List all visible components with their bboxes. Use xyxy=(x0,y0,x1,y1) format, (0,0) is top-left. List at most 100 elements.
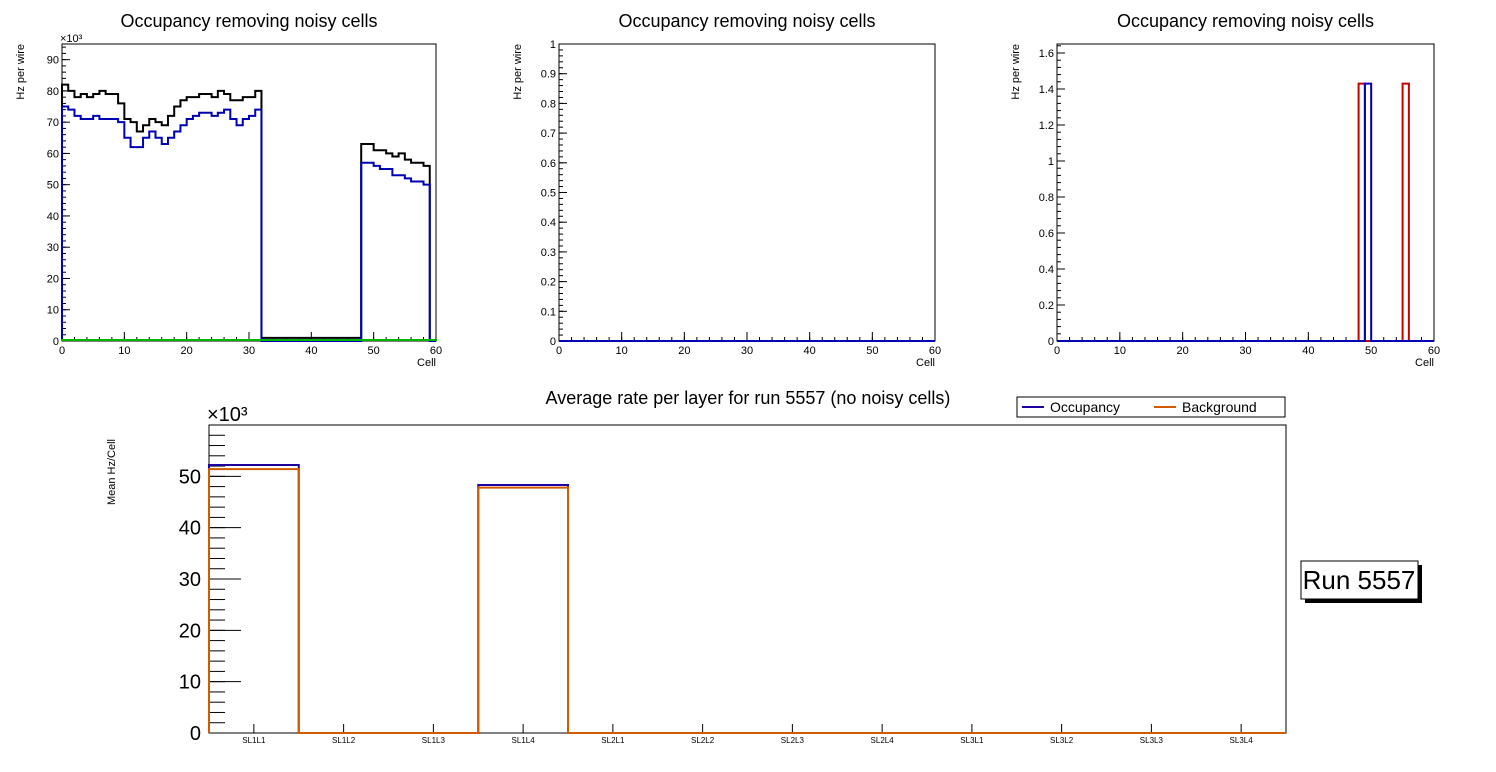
run-label-box: Run 5557 xyxy=(1300,560,1422,603)
x-axis-label: Cell xyxy=(1415,357,1434,369)
x-tick-label: 40 xyxy=(1302,345,1314,357)
series-noise-line xyxy=(61,339,437,342)
y-tick-label: 0.2 xyxy=(1039,300,1054,312)
x-tick-label: 20 xyxy=(181,345,193,357)
y-tick-label: 0 xyxy=(550,336,556,348)
x-category-label: SL1L1 xyxy=(242,736,266,745)
histogram-panel-3: Occupancy removing noisy cells 0 0.2 0.4 0.6… xyxy=(1010,11,1440,369)
x-tick-label: 60 xyxy=(430,345,442,357)
y-axis-label: Mean Hz/Cell xyxy=(106,439,118,505)
y-tick-label: 0.8 xyxy=(541,98,556,110)
y-tick-label: 50 xyxy=(47,180,59,192)
y-tick-label: 90 xyxy=(47,55,59,67)
x-category-label: SL3L2 xyxy=(1050,736,1074,745)
y-tick-label: 0.4 xyxy=(541,217,556,229)
y-tick-label: 0.4 xyxy=(1039,264,1054,276)
plot-frame xyxy=(61,43,437,342)
series-occupancy-line xyxy=(1057,82,1434,342)
x-category-label: SL2L1 xyxy=(601,736,625,745)
y-tick-label: 0.7 xyxy=(541,128,556,140)
y-tick-label: 30 xyxy=(179,569,201,591)
y-tick-label: 40 xyxy=(179,518,201,540)
run-label: Run 5557 xyxy=(1303,565,1416,595)
x-tick-label: 30 xyxy=(1239,345,1251,357)
y-tick-label: 20 xyxy=(47,273,59,285)
series-occupancy-line xyxy=(208,464,1286,734)
y-axis-label: Hz per wire xyxy=(1010,44,1022,100)
x-category-label: SL2L4 xyxy=(871,736,895,745)
x-category-label: SL2L2 xyxy=(691,736,715,745)
legend-entry-background: Background xyxy=(1182,399,1257,415)
plot-frame xyxy=(1056,43,1435,342)
x-tick-label: 0 xyxy=(1054,345,1060,357)
y-tick-label: 10 xyxy=(179,672,201,694)
y-tick-label: 0.1 xyxy=(541,306,556,318)
x-tick-label: 0 xyxy=(59,345,65,357)
x-category-label: SL3L4 xyxy=(1230,736,1254,745)
x-category-label: SL3L3 xyxy=(1140,736,1164,745)
y-tick-label: 1.2 xyxy=(1039,120,1054,132)
legend-box xyxy=(1016,396,1286,418)
x-tick-label: 40 xyxy=(305,345,317,357)
x-category-label: SL3L1 xyxy=(960,736,984,745)
chart-title: Occupancy removing noisy cells xyxy=(1117,11,1374,31)
y-tick-label: 0 xyxy=(1048,336,1054,348)
y-axis-label: Hz per wire xyxy=(512,44,524,100)
y-tick-label: 50 xyxy=(179,466,201,488)
x-category-label: SL1L4 xyxy=(512,736,536,745)
y-tick-label: 0 xyxy=(53,336,59,348)
y-tick-label: 1 xyxy=(550,39,556,51)
run-label-frame xyxy=(1300,560,1419,600)
y-tick-label: 1 xyxy=(1048,156,1054,168)
axis-multiplier: ×10³ xyxy=(60,33,83,45)
y-tick-label: 0.6 xyxy=(541,158,556,170)
y-tick-label: 0 xyxy=(190,723,201,745)
x-axis-label: Cell xyxy=(417,357,436,369)
y-tick-label: 10 xyxy=(47,305,59,317)
x-tick-label: 0 xyxy=(556,345,562,357)
x-tick-label: 10 xyxy=(118,345,130,357)
layer-rate-panel: Average rate per layer for run 5557 (no … xyxy=(106,388,1287,745)
series-background-line xyxy=(208,468,1286,734)
series-background-line xyxy=(61,105,436,342)
y-tick-label: 0.9 xyxy=(541,69,556,81)
axis-multiplier: ×10³ xyxy=(207,404,248,426)
x-tick-label: 20 xyxy=(1177,345,1189,357)
x-tick-label: 40 xyxy=(804,345,816,357)
histogram-panel-2: Occupancy removing noisy cells 0 0.1 0.2 0.3… xyxy=(512,11,941,369)
y-tick-label: 0.6 xyxy=(1039,228,1054,240)
y-tick-label: 80 xyxy=(47,86,59,98)
legend-entry-occupancy: Occupancy xyxy=(1050,399,1120,415)
x-axis-label: Cell xyxy=(916,357,935,369)
x-tick-label: 10 xyxy=(1114,345,1126,357)
x-category-label: SL1L3 xyxy=(422,736,446,745)
x-tick-label: 60 xyxy=(1428,345,1440,357)
x-tick-label: 30 xyxy=(243,345,255,357)
y-tick-label: 0.2 xyxy=(541,277,556,289)
x-tick-label: 30 xyxy=(741,345,753,357)
x-tick-label: 50 xyxy=(866,345,878,357)
y-tick-label: 20 xyxy=(179,620,201,642)
y-tick-label: 30 xyxy=(47,242,59,254)
y-tick-label: 40 xyxy=(47,211,59,223)
y-tick-label: 60 xyxy=(47,148,59,160)
histogram-panel-1: Occupancy removing noisy cells 0 10 20 30 40 5… xyxy=(15,11,442,369)
plot-frame xyxy=(208,424,1287,734)
y-axis-label: Hz per wire xyxy=(15,44,27,100)
y-tick-label: 1.6 xyxy=(1039,48,1054,60)
chart-title: Occupancy removing noisy cells xyxy=(120,11,377,31)
legend: Occupancy Background xyxy=(1016,396,1286,418)
y-tick-label: 70 xyxy=(47,117,59,129)
x-tick-label: 10 xyxy=(616,345,628,357)
y-tick-label: 0.3 xyxy=(541,247,556,259)
series-background-line xyxy=(1057,82,1434,342)
chart-title: Occupancy removing noisy cells xyxy=(618,11,875,31)
plot-frame xyxy=(558,43,936,342)
x-tick-label: 60 xyxy=(929,345,941,357)
x-category-label: SL2L3 xyxy=(781,736,805,745)
y-tick-label: 0.5 xyxy=(541,188,556,200)
x-tick-label: 50 xyxy=(368,345,380,357)
y-tick-label: 1.4 xyxy=(1039,84,1054,96)
chart-title: Average rate per layer for run 5557 (no … xyxy=(546,388,951,408)
